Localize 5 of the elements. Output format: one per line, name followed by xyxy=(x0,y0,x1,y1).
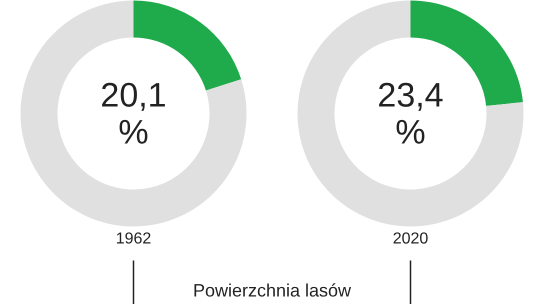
text: Powierzchnia lasów xyxy=(192,280,352,300)
text: 20,1 % xyxy=(100,76,167,152)
text: 23,4 % xyxy=(377,76,444,152)
text: 1962 xyxy=(116,230,152,248)
text: 2020 xyxy=(392,230,428,248)
